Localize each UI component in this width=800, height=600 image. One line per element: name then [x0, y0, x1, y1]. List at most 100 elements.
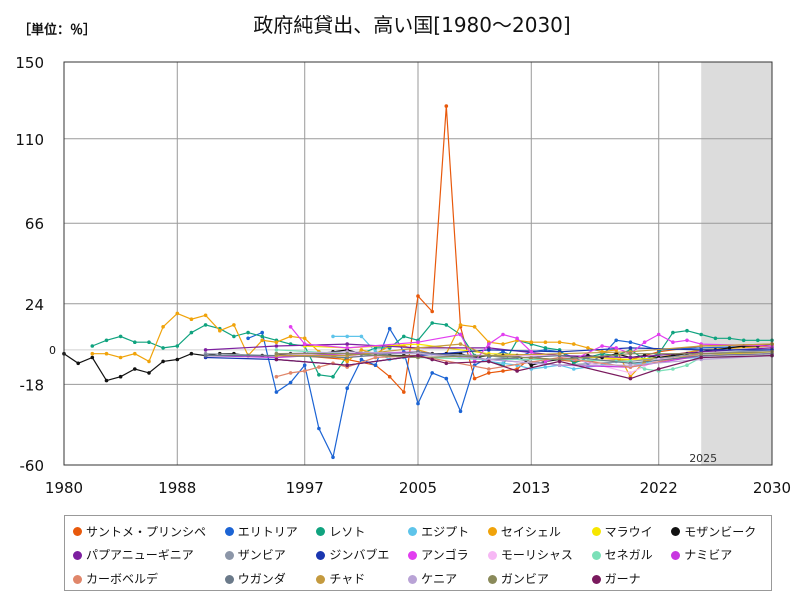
legend-label: ガーナ: [604, 572, 641, 587]
data-point: [331, 374, 335, 379]
data-point: [741, 338, 746, 343]
legend-item: ガーナ: [591, 568, 662, 590]
chart-title: 政府純貸出、高い国[1980～2030]: [253, 13, 570, 37]
data-point: [345, 363, 350, 368]
data-point: [458, 342, 463, 346]
data-point: [402, 334, 406, 339]
legend-dot-icon: [487, 574, 497, 584]
plot-frame: 2025: [63, 61, 773, 466]
data-point: [302, 342, 307, 346]
legend-label: エジプト: [421, 524, 470, 539]
data-point: [685, 328, 689, 333]
data-point: [133, 351, 137, 356]
data-point: [416, 340, 420, 345]
unit-label: ［単位：％］: [18, 22, 96, 38]
data-point: [416, 353, 420, 358]
data-point: [430, 371, 435, 375]
data-point: [416, 294, 420, 298]
series-18: [274, 350, 774, 362]
legend-label: ケニア: [421, 572, 458, 587]
data-point: [402, 390, 406, 394]
data-point: [218, 328, 222, 333]
forecast-label: 2025: [689, 452, 717, 465]
data-point: [628, 346, 633, 350]
legend-dot-icon: [316, 550, 326, 560]
data-point: [175, 357, 180, 362]
data-point: [572, 342, 576, 346]
data-point: [713, 336, 718, 341]
data-point: [572, 367, 576, 371]
legend-item: サントメ・プリンシペ: [73, 521, 215, 543]
legend-item: モザンビーク: [671, 521, 765, 543]
data-point: [232, 323, 236, 327]
data-point: [302, 363, 307, 368]
data-point: [274, 390, 279, 394]
data-point: [387, 326, 392, 331]
legend-item: パプアニューギニア: [73, 545, 215, 567]
data-point: [260, 338, 265, 343]
x-tick-label: 2022: [640, 479, 678, 497]
data-point: [331, 334, 335, 339]
x-tick-label: 2013: [512, 479, 550, 497]
data-point: [472, 376, 477, 381]
y-tick-label: 66: [25, 215, 44, 233]
series-19: [274, 353, 774, 381]
series-layer: [62, 104, 774, 460]
data-point: [345, 351, 350, 356]
data-point: [246, 336, 250, 341]
legend-item: ジンバブエ: [316, 545, 398, 567]
data-point: [628, 355, 633, 360]
data-point: [416, 346, 420, 350]
data-point: [444, 104, 449, 108]
x-tick-label: 1980: [45, 479, 83, 497]
data-point: [133, 340, 137, 345]
data-point: [699, 351, 703, 356]
data-point: [118, 374, 123, 379]
data-point: [302, 369, 307, 373]
data-point: [246, 330, 250, 335]
data-point: [557, 351, 562, 356]
legend-label: セネガル: [604, 548, 653, 563]
data-point: [671, 330, 675, 335]
legend-item: ウガンダ: [224, 568, 307, 590]
data-point: [656, 332, 661, 337]
data-point: [189, 351, 194, 356]
x-tick-label: 2005: [399, 479, 437, 497]
data-point: [331, 455, 335, 460]
data-point: [359, 334, 364, 339]
legend-dot-icon: [591, 527, 601, 537]
data-point: [501, 332, 505, 337]
data-point: [274, 374, 279, 379]
y-tick-label: -60: [20, 457, 45, 475]
legend-label: エリトリア: [237, 524, 298, 539]
data-point: [458, 323, 463, 327]
legend-item: ケニア: [408, 568, 478, 590]
data-point: [430, 321, 435, 325]
legend-dot-icon: [671, 527, 681, 537]
legend-item: レソト: [316, 521, 398, 543]
legend-item: アンゴラ: [408, 545, 478, 567]
data-point: [501, 361, 505, 366]
data-point: [543, 346, 548, 350]
legend-label: ガンビア: [500, 572, 549, 587]
data-point: [430, 309, 435, 314]
data-point: [487, 359, 491, 364]
legend-dot-icon: [224, 574, 234, 584]
legend-label: アンゴラ: [421, 548, 469, 563]
legend-dot-icon: [73, 527, 82, 537]
legend-label: レソト: [329, 524, 366, 539]
y-tick-label: 110: [15, 131, 44, 149]
data-point: [614, 338, 618, 343]
data-point: [203, 313, 208, 318]
data-point: [274, 344, 279, 348]
data-point: [699, 332, 703, 337]
data-point: [90, 344, 95, 348]
data-point: [260, 334, 265, 339]
legend-dot-icon: [671, 550, 681, 560]
data-point: [628, 351, 633, 356]
legend-dot-icon: [408, 527, 418, 537]
data-point: [317, 365, 321, 369]
data-point: [656, 367, 661, 371]
data-point: [387, 374, 392, 379]
